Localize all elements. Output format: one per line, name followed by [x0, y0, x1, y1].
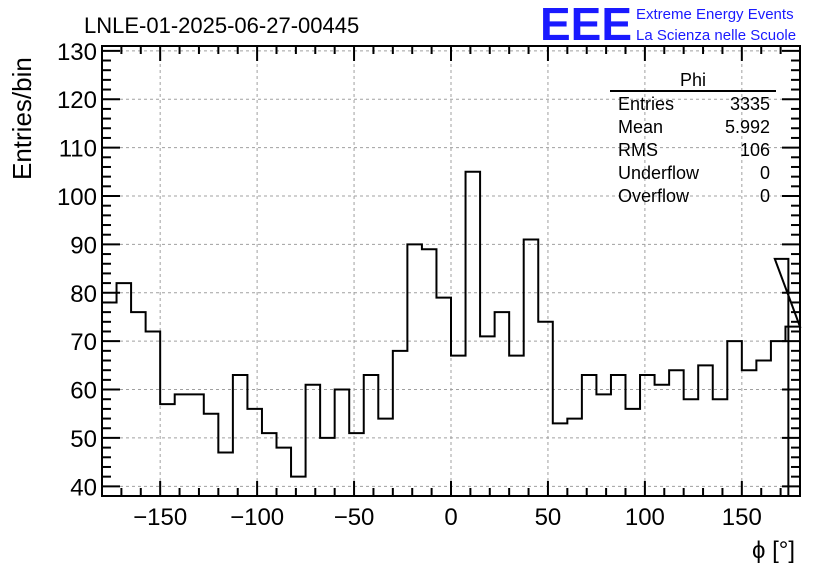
y-tick-label: 120	[57, 87, 97, 114]
y-tick-label: 130	[57, 39, 97, 66]
stats-box: Phi Entries 3335 Mean 5.992 RMS 106 Underflow 0…	[610, 70, 776, 206]
x-tick-label: −50	[334, 504, 375, 531]
plot-frame	[101, 45, 801, 497]
stats-label: Entries	[618, 94, 674, 114]
grid-lines	[102, 46, 800, 496]
x-tick-label: −150	[133, 504, 187, 531]
stats-value: 3335	[730, 94, 770, 114]
stats-name: Phi	[680, 70, 706, 90]
stats-value: 106	[740, 140, 770, 160]
logo-line-1: Extreme Energy Events	[636, 6, 794, 23]
x-tick-labels: −150 −100 −50 0 50 100 150	[133, 504, 762, 531]
y-tick-label: 50	[70, 426, 97, 453]
logo-line-2: La Scienza nelle Scuole	[636, 27, 796, 44]
y-tick-label: 40	[70, 474, 97, 501]
stats-label: RMS	[618, 140, 658, 160]
histogram-line	[102, 170, 802, 496]
stats-label: Underflow	[618, 163, 700, 183]
stats-label: Mean	[618, 117, 663, 137]
chart-title: LNLE-01-2025-06-27-00445	[84, 13, 359, 38]
x-tick-label: 0	[444, 504, 457, 531]
eee-logo: EEE	[540, 0, 632, 50]
y-axis-label: Entries/bin	[7, 57, 37, 180]
stats-value: 0	[760, 186, 770, 206]
stats-value: 5.992	[725, 117, 770, 137]
x-tick-label: −100	[230, 504, 284, 531]
stats-value: 0	[760, 163, 770, 183]
x-tick-label: 100	[625, 504, 665, 531]
y-tick-label: 60	[70, 378, 97, 405]
y-tick-label: 100	[57, 184, 97, 211]
y-tick-label: 110	[59, 136, 97, 163]
x-axis-label: ϕ [°]	[752, 537, 795, 564]
y-tick-label: 70	[70, 329, 97, 356]
y-tick-label: 90	[70, 232, 97, 259]
x-tick-label: 50	[535, 504, 562, 531]
y-tick-labels: 40 50 60 70 80 90 100 110 120 130	[57, 39, 97, 501]
stats-label: Overflow	[618, 186, 690, 206]
y-tick-label: 80	[70, 281, 97, 308]
x-tick-label: 150	[722, 504, 762, 531]
axis-ticks	[101, 46, 801, 497]
